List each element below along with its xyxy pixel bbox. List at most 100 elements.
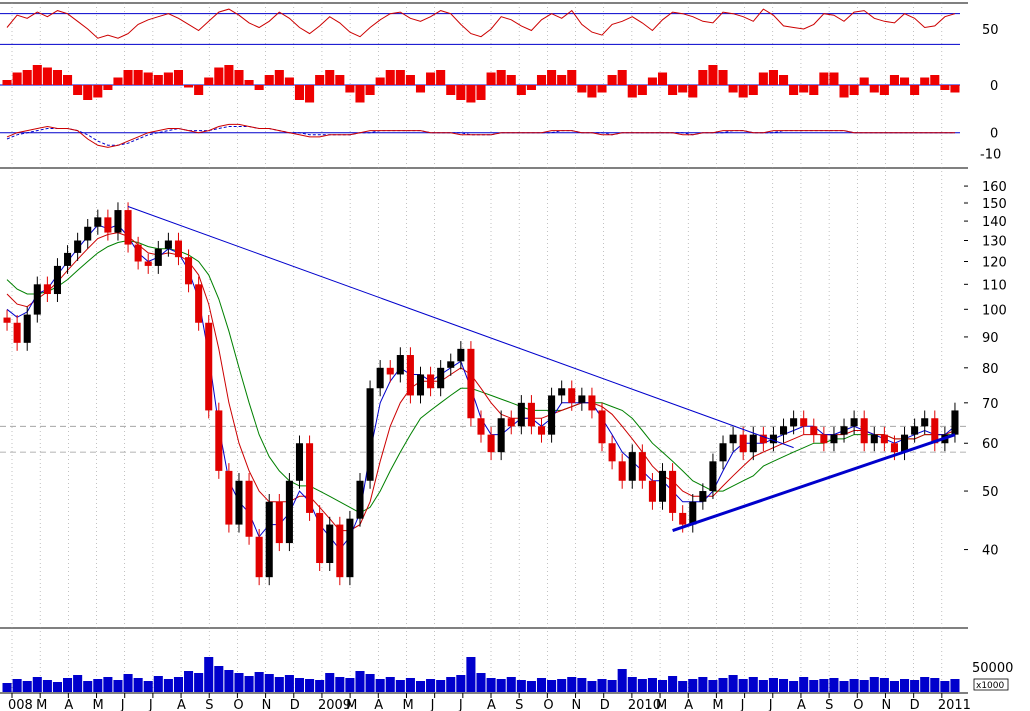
- volume-bar: [355, 671, 365, 692]
- candle-body: [497, 418, 505, 453]
- candle-body: [124, 210, 132, 245]
- candle-body: [911, 426, 919, 435]
- x-tick-label: M: [712, 698, 723, 711]
- candle-body: [800, 418, 808, 427]
- histogram-bar: [678, 85, 688, 93]
- price-tick-label: 50: [982, 485, 999, 500]
- candle-body: [416, 374, 425, 396]
- histogram-bar: [627, 85, 637, 98]
- x-tick-label: S: [825, 698, 833, 711]
- volume-bar: [708, 680, 718, 692]
- price-tick-label: 80: [982, 362, 999, 377]
- histogram-bar: [748, 85, 758, 95]
- volume-bar: [204, 657, 214, 692]
- candle-body: [316, 512, 324, 564]
- candle-body: [598, 410, 606, 444]
- candle-body: [366, 388, 374, 481]
- price-panel: 160 150 140 130 120 110 100 90 80 70 60 50 40: [0, 180, 1007, 586]
- volume-bar: [73, 675, 83, 692]
- volume-bar: [476, 673, 486, 692]
- histogram-tick-label: 0: [990, 79, 998, 94]
- histogram-bar: [52, 70, 63, 85]
- volume-bar: [405, 678, 415, 692]
- volume-bar: [486, 678, 496, 692]
- volume-bar: [637, 679, 647, 692]
- candle-body: [13, 322, 21, 343]
- histogram-bar: [557, 75, 567, 85]
- candle-body: [447, 361, 455, 368]
- candle-body: [951, 410, 959, 435]
- x-tick-label: D: [600, 698, 610, 711]
- histogram-bar: [274, 70, 284, 85]
- rsi-tick-label: 50: [982, 23, 999, 38]
- candle-body: [114, 210, 122, 233]
- histogram-bar: [2, 80, 12, 85]
- candle-body: [880, 434, 888, 444]
- volume-bar: [335, 677, 345, 692]
- volume-bar: [506, 677, 516, 692]
- volume-bar: [42, 680, 52, 692]
- histogram-bar: [294, 85, 305, 100]
- volume-bar: [879, 678, 889, 692]
- volume-bar: [799, 677, 809, 692]
- volume-bar: [426, 679, 436, 692]
- volume-bar: [950, 679, 960, 692]
- histogram-bar: [536, 75, 547, 85]
- candle-body: [749, 434, 757, 453]
- volume-bar: [173, 677, 184, 692]
- histogram-bar: [718, 70, 728, 85]
- volume-unit-box: [973, 678, 1009, 691]
- histogram-bar: [22, 70, 32, 85]
- candle-body: [295, 443, 304, 481]
- histogram-bar: [567, 70, 577, 85]
- x-tick-label: M: [36, 698, 47, 711]
- histogram-bar: [758, 72, 768, 85]
- histogram-bar: [768, 70, 778, 85]
- volume-bar: [718, 678, 728, 692]
- volume-bar: [466, 657, 476, 692]
- volume-bar: [234, 673, 244, 692]
- volume-bar: [345, 678, 355, 692]
- candle-body: [658, 470, 667, 502]
- histogram-bar: [12, 72, 22, 85]
- candle-body: [306, 443, 314, 513]
- candle-body: [870, 434, 878, 444]
- histogram-bar: [365, 85, 375, 95]
- volume-bar: [52, 682, 63, 692]
- candle-body: [43, 284, 51, 295]
- candle-body: [205, 322, 213, 411]
- histogram-bar: [799, 85, 809, 93]
- volume-bar: [678, 681, 688, 692]
- histogram-bar: [849, 85, 859, 95]
- histogram-bar: [224, 65, 234, 85]
- volume-bar: [224, 670, 234, 692]
- candle-body: [235, 480, 243, 525]
- candle-body: [810, 426, 818, 435]
- histogram-bar: [496, 70, 506, 85]
- candle-body: [679, 512, 687, 525]
- histogram-bar: [728, 85, 738, 93]
- histogram-bar: [93, 85, 103, 98]
- histogram-bar: [547, 70, 557, 85]
- volume-bar: [920, 677, 930, 692]
- histogram-bar: [395, 70, 405, 85]
- histogram-bar: [133, 70, 143, 85]
- histogram-bar: [113, 77, 123, 85]
- volume-bar: [768, 678, 778, 692]
- volume-bar: [415, 681, 426, 692]
- price-tick-label: 140: [982, 215, 1007, 230]
- volume-bar: [163, 679, 173, 692]
- x-tick-label: J: [430, 698, 435, 711]
- candle-body: [648, 480, 656, 502]
- histogram-bar: [73, 85, 83, 95]
- candle-body: [860, 418, 868, 444]
- volume-bar: [103, 677, 113, 692]
- volume-bar: [325, 673, 335, 692]
- histogram-bar: [446, 85, 456, 95]
- volume-bar: [83, 681, 93, 692]
- x-tick-label: D: [910, 698, 920, 711]
- histogram-bar: [315, 75, 325, 85]
- price-tick-label: 60: [982, 437, 999, 452]
- volume-bar: [607, 680, 617, 692]
